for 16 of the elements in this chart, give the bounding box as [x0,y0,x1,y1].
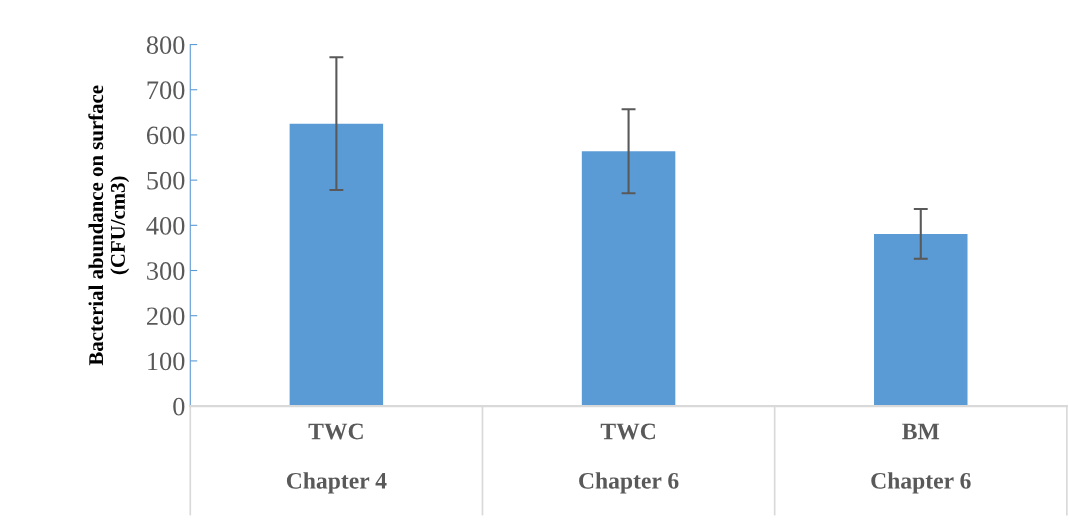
y-tick-label: 700 [147,81,185,100]
category-label: TWC Chapter 6 [579,423,679,494]
bar [874,233,968,407]
y-tick-label: 400 [146,216,185,235]
y-tick-label: 600 [146,126,185,145]
y-tick-label: 500 [147,171,185,190]
category-label: TWC Chapter 4 [286,423,387,494]
bar [289,123,384,407]
y-tick-label: 300 [147,262,185,280]
y-tick-label: 0 [173,397,185,416]
y-axis-title: Bacterial abundance on surface (CFU/cm3) [88,85,130,366]
bar [581,151,676,407]
y-tick-label: 100 [148,352,185,371]
category-label: BM Chapter 6 [871,423,971,494]
y-tick-label: 800 [146,36,185,54]
y-tick-label: 200 [147,307,185,326]
